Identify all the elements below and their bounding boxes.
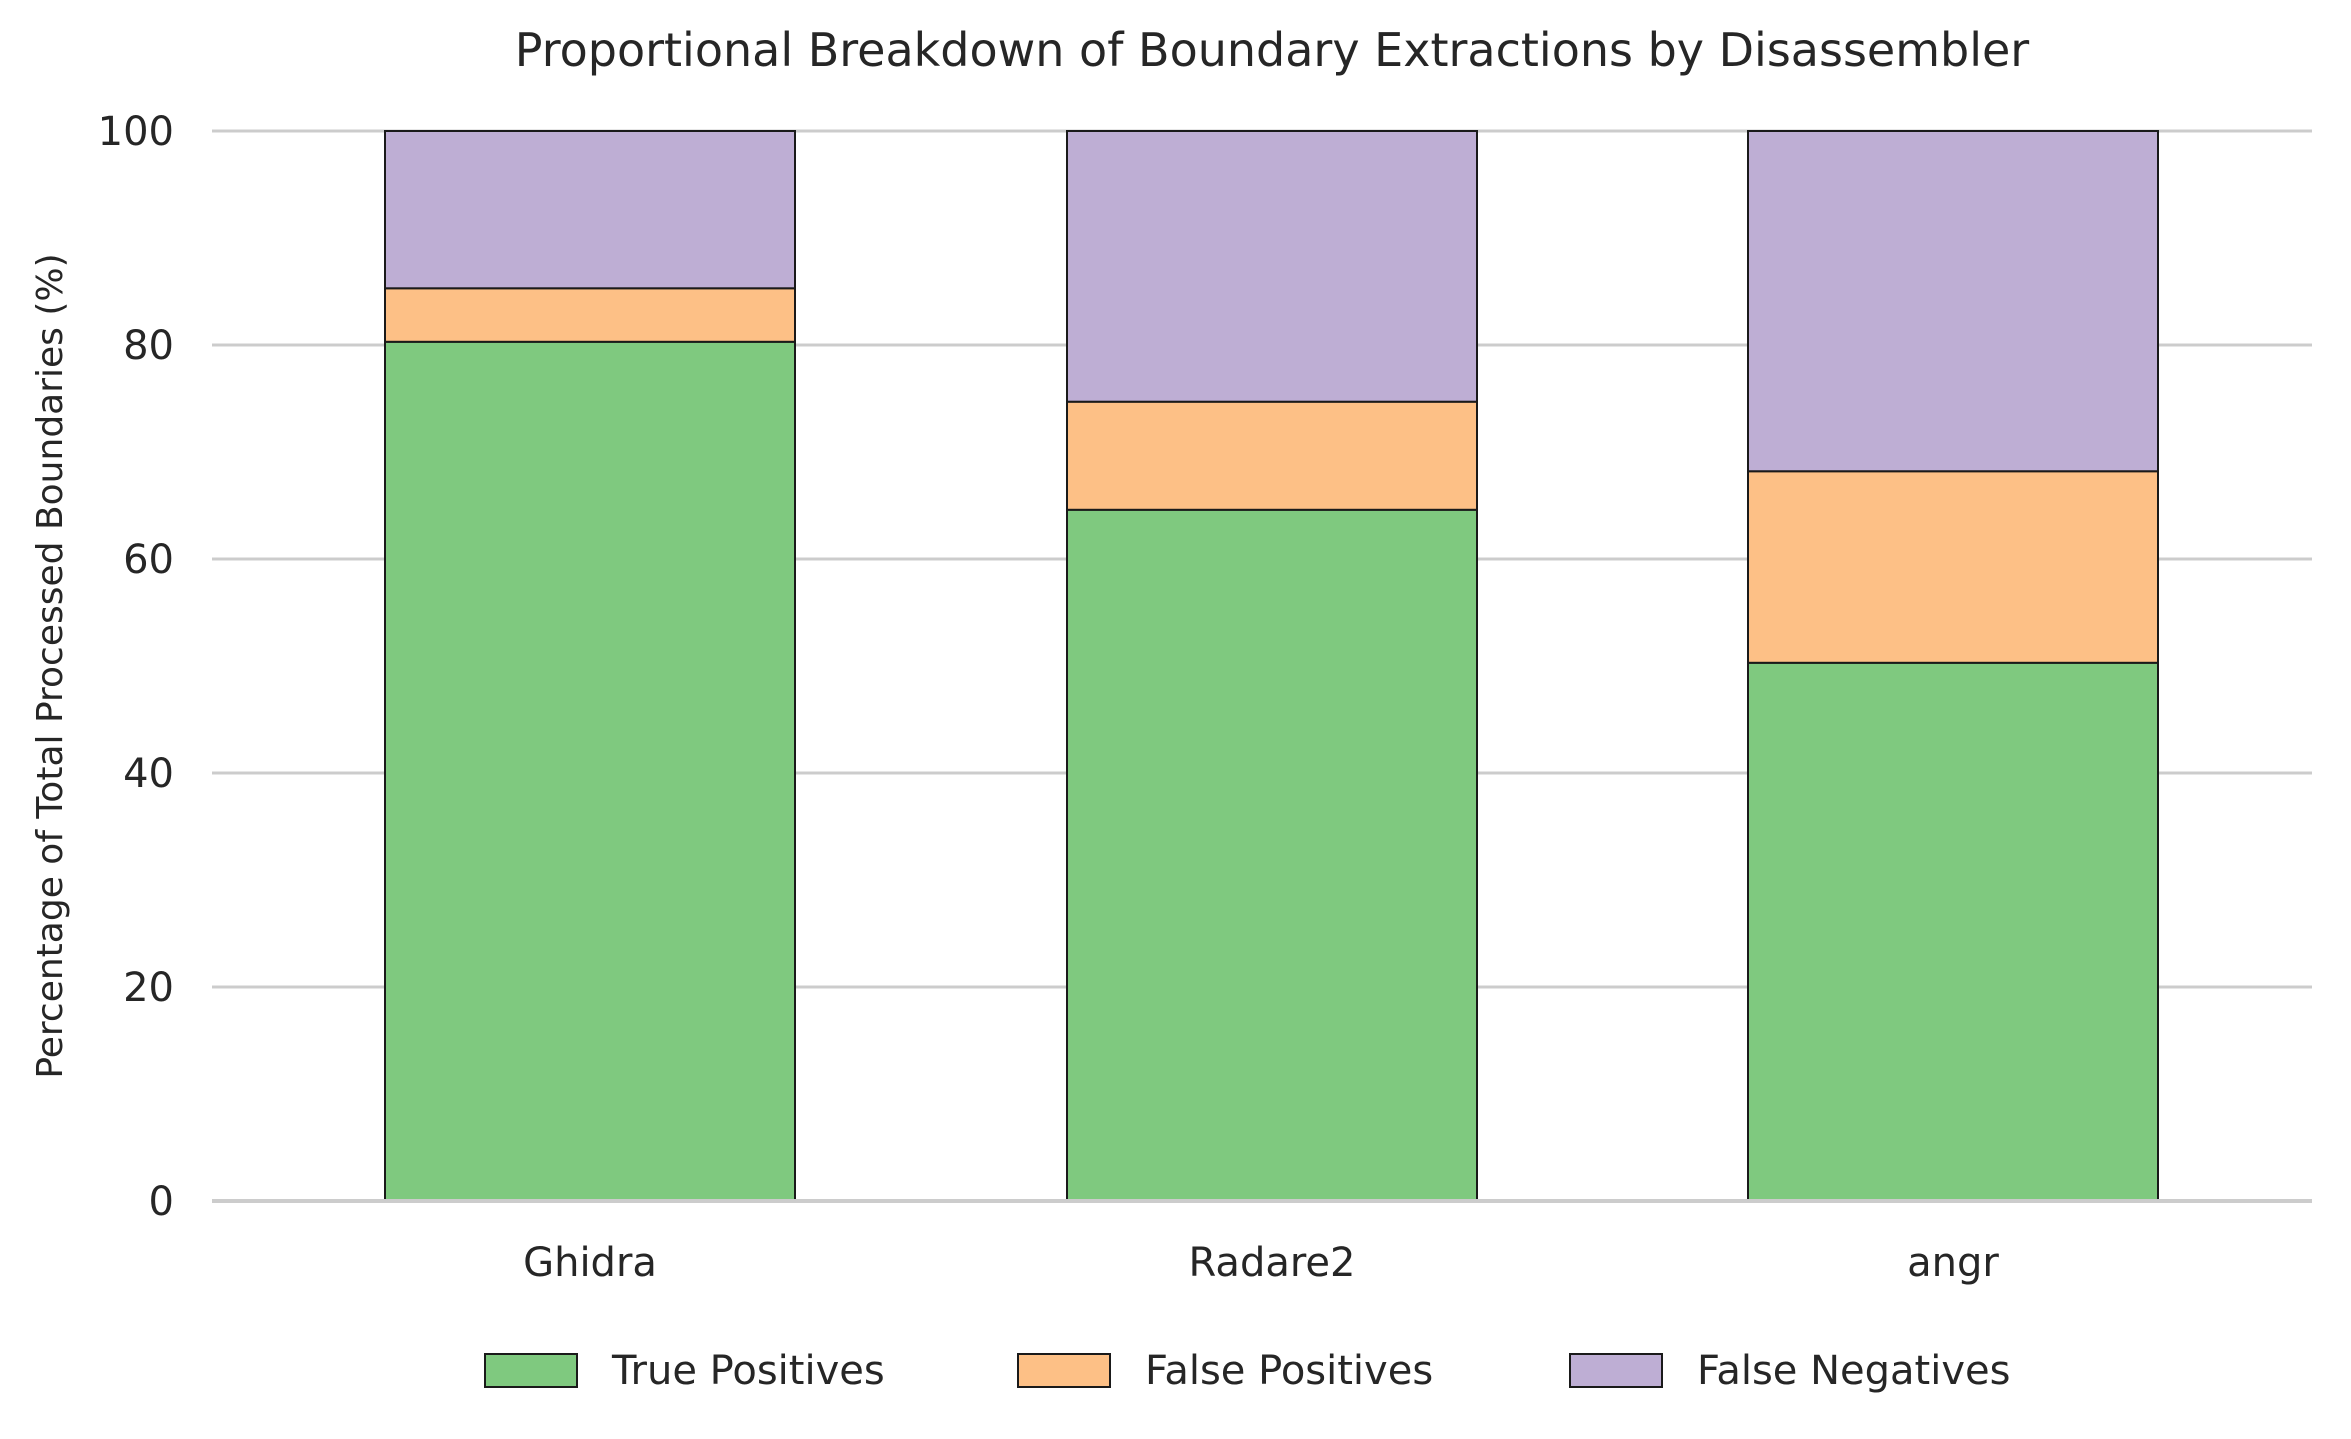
x-tick-label: Ghidra (523, 1240, 657, 1286)
legend-swatch (1017, 1353, 1111, 1388)
bar-angr-false-positives (1747, 470, 2159, 664)
y-tick-label: 100 (98, 109, 174, 155)
y-tick-label: 40 (123, 751, 174, 797)
bars-group (384, 130, 2159, 1203)
y-tick-label: 20 (123, 965, 174, 1011)
bar-radare2-false-positives (1066, 400, 1478, 511)
y-tick-labels: 0 20 40 60 80 100 (98, 109, 174, 1225)
x-tick-label: angr (1907, 1240, 1999, 1286)
bar-ghidra-false-negatives (384, 130, 796, 290)
legend-label: False Negatives (1697, 1348, 2010, 1394)
bar-ghidra-true-positives (384, 340, 796, 1203)
y-tick-label: 80 (123, 323, 174, 369)
chart-title: Proportional Breakdown of Boundary Extra… (515, 23, 2030, 77)
legend: True Positives False Positives False Negat… (484, 1348, 2010, 1394)
bar-radare2-false-negatives (1066, 130, 1478, 403)
bar-angr-true-positives (1747, 661, 2159, 1202)
x-tick-labels: Ghidra Radare2 angr (523, 1240, 1999, 1286)
bar-radare2-true-positives (1066, 508, 1478, 1202)
x-tick-label: Radare2 (1189, 1240, 1356, 1286)
bar-ghidra-false-positives (384, 287, 796, 343)
legend-label: False Positives (1145, 1348, 1433, 1394)
y-tick-label: 60 (123, 537, 174, 583)
y-axis-label: Percentage of Total Processed Boundaries… (30, 253, 71, 1078)
legend-swatch (484, 1353, 578, 1388)
bar-angr-false-negatives (1747, 130, 2159, 473)
legend-swatch (1569, 1353, 1663, 1388)
legend-label: True Positives (611, 1348, 885, 1394)
y-tick-label: 0 (149, 1179, 174, 1225)
